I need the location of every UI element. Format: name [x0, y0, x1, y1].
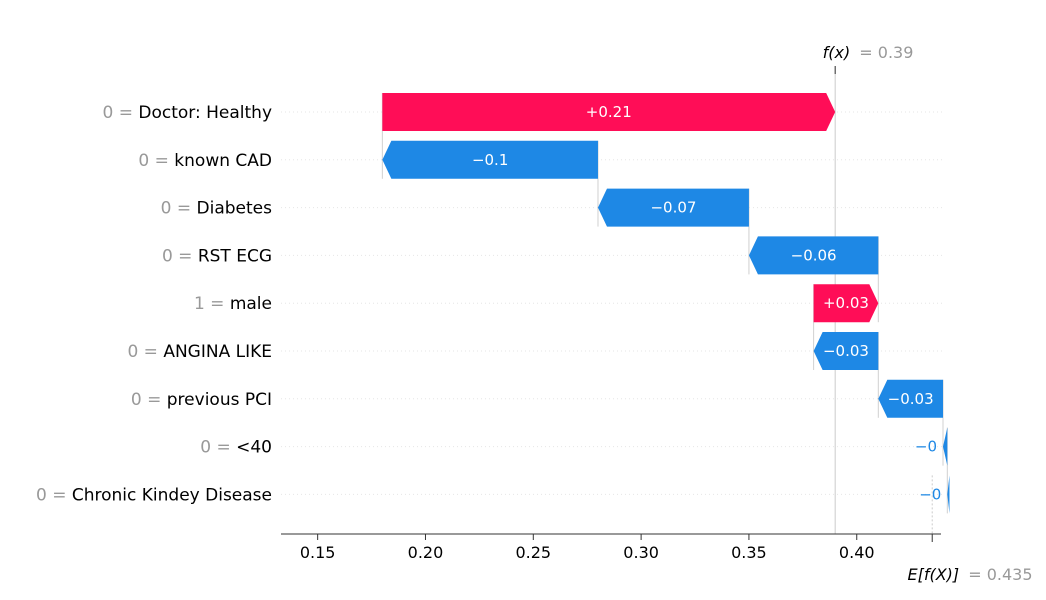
- feature-name: Chronic Kindey Disease: [72, 485, 272, 505]
- x-tick-label: 0.25: [515, 543, 551, 562]
- bar-negative: [382, 140, 598, 179]
- bar-value-label: −0.03: [823, 342, 869, 360]
- feature-label: 0 = ANGINA LIKE: [127, 342, 272, 362]
- bar-value-label: −0.1: [472, 151, 508, 169]
- feature-value: 0 =: [36, 485, 72, 505]
- feature-value: 0 =: [138, 151, 174, 171]
- feature-label: 0 = <40: [200, 438, 272, 458]
- base-value-label: E[f(X)] = 0.435: [907, 565, 1032, 584]
- feature-label: 0 = RST ECG: [162, 246, 272, 266]
- feature-name: RST ECG: [198, 246, 272, 266]
- feature-value: 0 =: [103, 103, 139, 123]
- bar-layer: [382, 93, 950, 514]
- bar-value-label: −0.06: [791, 246, 837, 264]
- feature-value: 0 =: [131, 390, 167, 410]
- feature-name: <40: [236, 438, 272, 458]
- output-value-text: = 0.39: [859, 43, 913, 62]
- base-value-text: = 0.435: [968, 565, 1032, 584]
- feature-value: 0 =: [127, 342, 163, 362]
- bar-positive: [813, 284, 879, 323]
- axis-layer: 0.15 0.20 0.25 0.30 0.35 0.40: [281, 533, 941, 562]
- feature-value: 0 =: [200, 438, 236, 458]
- bar-value-label: −0: [915, 438, 937, 456]
- feature-label: 0 = Doctor: Healthy: [103, 103, 272, 123]
- bar-negative: [943, 427, 948, 466]
- x-tick-label: 0.40: [839, 543, 875, 562]
- feature-name: Diabetes: [197, 199, 273, 219]
- feature-label: 0 = Chronic Kindey Disease: [36, 485, 272, 505]
- bar-value-label: +0.03: [823, 294, 869, 312]
- feature-name: ANGINA LIKE: [163, 342, 272, 362]
- bar-positive: [382, 93, 836, 131]
- feature-name: known CAD: [174, 151, 272, 171]
- bar-negative: [947, 475, 950, 514]
- x-tick-label: 0.15: [300, 543, 336, 562]
- feature-name: previous PCI: [167, 390, 272, 410]
- bar-negative: [813, 332, 879, 370]
- bar-negative: [748, 236, 879, 275]
- x-tick-label: 0.30: [623, 543, 659, 562]
- feature-value: 0 =: [161, 199, 197, 219]
- feature-name: Doctor: Healthy: [138, 103, 272, 123]
- bar-negative: [878, 379, 943, 418]
- feature-label: 0 = Diabetes: [161, 199, 272, 219]
- feature-label: 1 = male: [194, 294, 272, 314]
- bar-negative: [597, 188, 749, 227]
- output-value-label: f(x) = 0.39: [823, 43, 914, 62]
- output-label: f(x): [823, 43, 851, 62]
- bar-value-label: −0.03: [888, 390, 934, 408]
- x-tick-label: 0.35: [731, 543, 767, 562]
- base-label: E[f(X)]: [907, 565, 959, 584]
- feature-value: 1 =: [194, 294, 230, 314]
- bar-value-label: +0.21: [586, 103, 632, 121]
- bar-value-label: −0.07: [650, 199, 696, 217]
- feature-value: 0 =: [162, 246, 198, 266]
- label-layer: +0.21 0 = Doctor: Healthy −0.1 0 = known CA…: [36, 103, 941, 505]
- feature-name: male: [230, 294, 272, 314]
- bar-value-label: −0: [919, 485, 941, 503]
- x-tick-label: 0.20: [408, 543, 444, 562]
- feature-label: 0 = previous PCI: [131, 390, 272, 410]
- feature-label: 0 = known CAD: [138, 151, 272, 171]
